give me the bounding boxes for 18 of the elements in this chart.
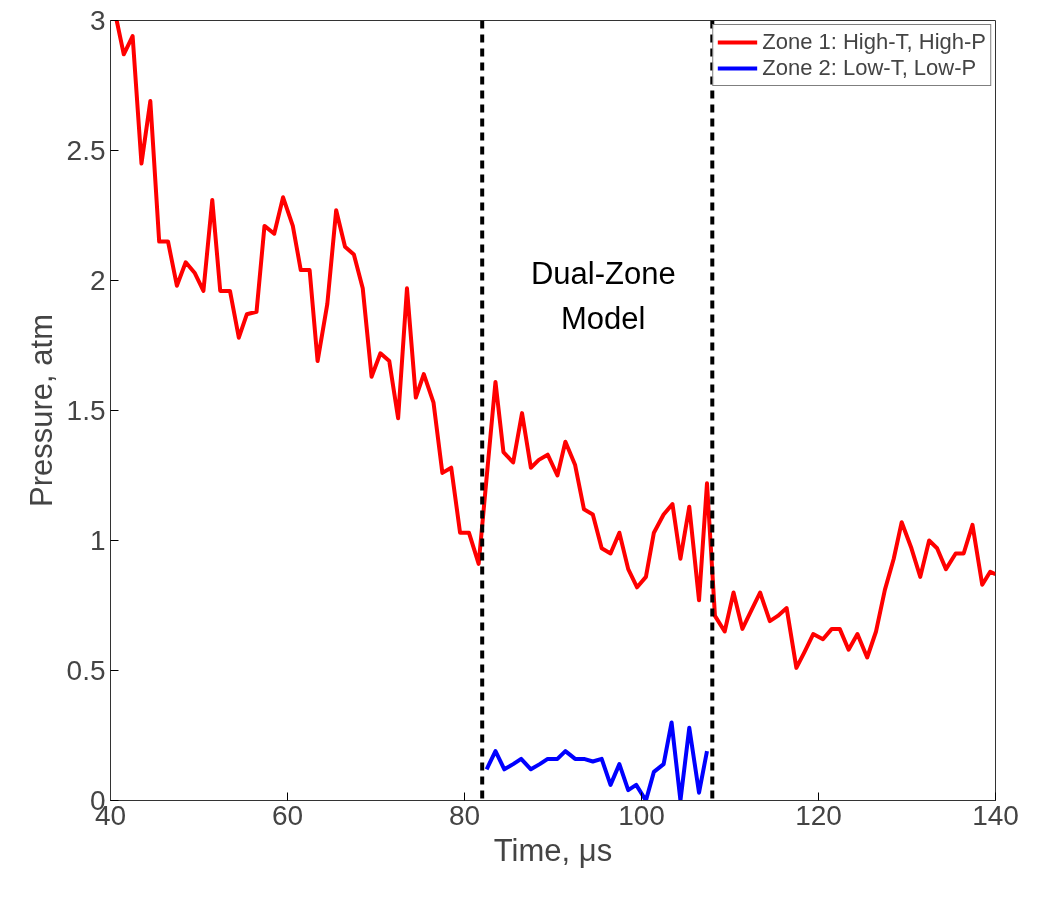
y-tick-label: 1 — [89, 525, 106, 556]
x-tick-label: 100 — [618, 799, 665, 831]
x-tick-label: 120 — [795, 799, 842, 831]
annotation: Dual-Zone Model — [530, 255, 676, 337]
x-tick-label: 140 — [972, 799, 1019, 831]
y-tick-label: 3 — [89, 5, 106, 36]
line-series — [484, 720, 709, 801]
y-tick-label: 0.5 — [66, 655, 106, 686]
legend-label: Zone 2: Low-T, Low-P — [762, 55, 977, 81]
y-tick-label: 2 — [89, 265, 106, 296]
y-axis-title: Pressure, atm — [23, 314, 59, 507]
x-tick-label: 80 — [448, 799, 481, 831]
y-tick-label: 2.5 — [66, 135, 106, 166]
x-tick-label: 60 — [271, 799, 304, 831]
y-tick-label: 1.5 — [66, 395, 106, 426]
legend-label: Zone 1: High-T, High-P — [762, 29, 986, 55]
x-axis-title: Time, μs — [493, 832, 613, 868]
line-series — [114, 20, 996, 670]
